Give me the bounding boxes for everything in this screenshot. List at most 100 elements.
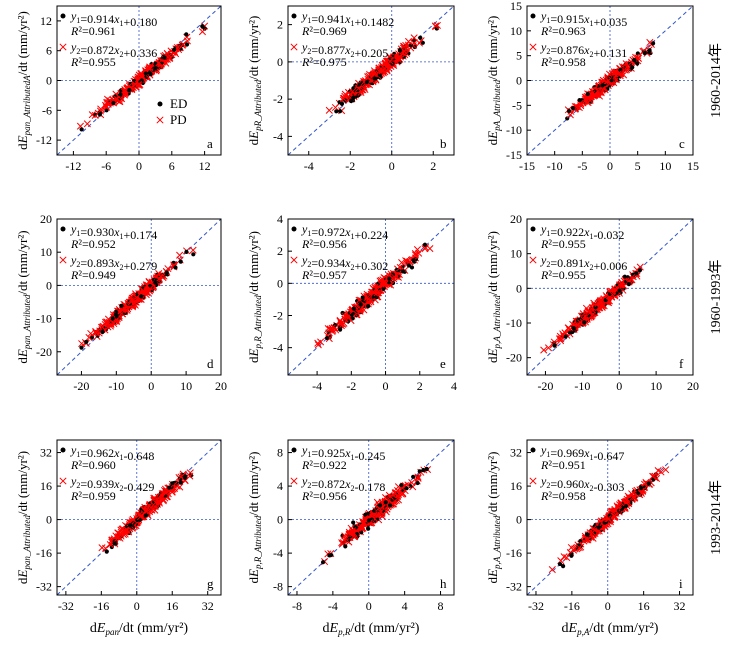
pd-point (88, 111, 96, 119)
y-tick-label: 0 (516, 513, 522, 527)
ed-legend-marker (60, 13, 66, 19)
y-tick-label: 2 (277, 18, 283, 32)
ed-point (334, 109, 339, 114)
pd-point (145, 502, 153, 510)
ed-point (409, 265, 415, 270)
y-tick-label: 8 (277, 446, 283, 460)
y-tick-label: -20 (506, 351, 522, 365)
ed-point (420, 40, 425, 45)
x-tick-label: 0 (136, 159, 142, 173)
ed-point (381, 286, 386, 291)
equation-1: y1=0.962x1-0.648 (70, 443, 154, 463)
pd-point (614, 70, 622, 78)
ed-point (400, 269, 406, 274)
ed-point (178, 480, 183, 485)
pd-point (544, 344, 553, 352)
pd-point (611, 512, 619, 520)
ed-point (110, 316, 115, 321)
y-tick-label: 0 (46, 278, 52, 292)
ed-point (411, 474, 416, 479)
y-tick-label: 10 (40, 245, 52, 259)
pd-point (594, 299, 602, 308)
pd-point (662, 466, 670, 474)
panel-letter: d (207, 356, 214, 371)
panel-letter: a (207, 136, 213, 151)
pd-point (183, 37, 191, 45)
x-tick-label: 4 (451, 379, 457, 393)
ed-point (143, 71, 148, 76)
equation-1: y1=0.930x1+0.174 (70, 222, 157, 242)
pd-point (155, 274, 163, 283)
ed-point (576, 543, 581, 548)
scatter-points (548, 466, 670, 574)
plot-frame (526, 218, 694, 376)
x-tick-label: 4 (402, 599, 408, 613)
panel-c: -15 -10 -5 0 5 10 15 -15 -10 -5 0 5 10 15 dEpA_Attribu… (485, 0, 724, 173)
pd-point (124, 305, 132, 313)
y-tick-label: -2 (273, 308, 283, 322)
x-tick-label: 0 (148, 379, 154, 393)
pd-point (601, 523, 609, 531)
ed-point (636, 491, 641, 496)
x-axis-label: dEpan/dt (mm/yr²) (90, 621, 189, 637)
x-tick-label: -5 (577, 159, 587, 173)
x-tick-label: 32 (674, 599, 686, 613)
r2-2: R²=0.956 (301, 489, 347, 503)
x-tick-label: -32 (58, 599, 74, 613)
r2-2: R²=0.957 (301, 268, 347, 282)
equation-2: y2=0.960x2-0.303 (540, 474, 624, 494)
y-tick-label: 0 (46, 74, 52, 88)
x-tick-label: 2 (417, 379, 423, 393)
equation-2: y2=0.876x2+0.131 (540, 40, 627, 60)
pd-point (102, 318, 110, 326)
pd-point (591, 90, 599, 98)
ed-point (635, 61, 640, 66)
pd-point (139, 286, 147, 294)
ed-point (170, 481, 175, 486)
x-tick-label: 0 (605, 599, 611, 613)
ed-point (351, 95, 356, 100)
pd-legend-marker (156, 116, 164, 124)
r2-2: R²=0.975 (301, 55, 347, 69)
ed-point (351, 306, 356, 311)
pd-point (85, 333, 93, 342)
ed-legend-marker (291, 447, 297, 453)
x-tick-label: 20 (687, 379, 699, 393)
pd-point (404, 37, 413, 45)
pd-point (373, 289, 381, 297)
plot-frame (287, 439, 455, 596)
ed-point (383, 500, 388, 505)
pd-legend-marker (59, 256, 67, 264)
pd-point (588, 311, 596, 319)
pd-legend-marker (529, 43, 537, 51)
ed-point (577, 97, 582, 103)
pd-point (116, 97, 124, 106)
pd-point (381, 280, 389, 288)
y-tick-label: 0 (516, 281, 522, 295)
y-tick-label: -6 (42, 103, 52, 117)
pd-point (377, 508, 385, 516)
r2-2: R²=0.955 (70, 55, 116, 69)
equation-2: y2=0.939x2-0.429 (70, 474, 154, 494)
plot-frame (287, 218, 455, 376)
ed-point (638, 486, 644, 491)
y-tick-label: 12 (40, 14, 52, 28)
x-tick-label: 10 (650, 379, 662, 393)
ed-point (399, 483, 404, 488)
panel-letter: i (679, 576, 683, 591)
equation-1: y1=0.925x1-0.245 (301, 443, 385, 463)
pd-point (326, 326, 334, 334)
ed-point (434, 26, 439, 31)
panel-e: -4 -2 0 2 4 -4 -2 0 2 4 dEp,R_Attributed/dt (mm/yr… (246, 212, 457, 393)
ed-point (100, 329, 105, 335)
x-axis-label: dEp,A/dt (mm/yr²) (562, 621, 659, 637)
ed-point (390, 272, 396, 277)
equation-1: y1=0.914x1+0.180 (70, 9, 157, 29)
r2-2: R²=0.949 (70, 268, 116, 282)
scatter-points (320, 466, 432, 566)
pd-point (359, 519, 367, 527)
ed-point (84, 339, 89, 345)
pd-point (386, 492, 394, 500)
ed-point (184, 249, 189, 254)
